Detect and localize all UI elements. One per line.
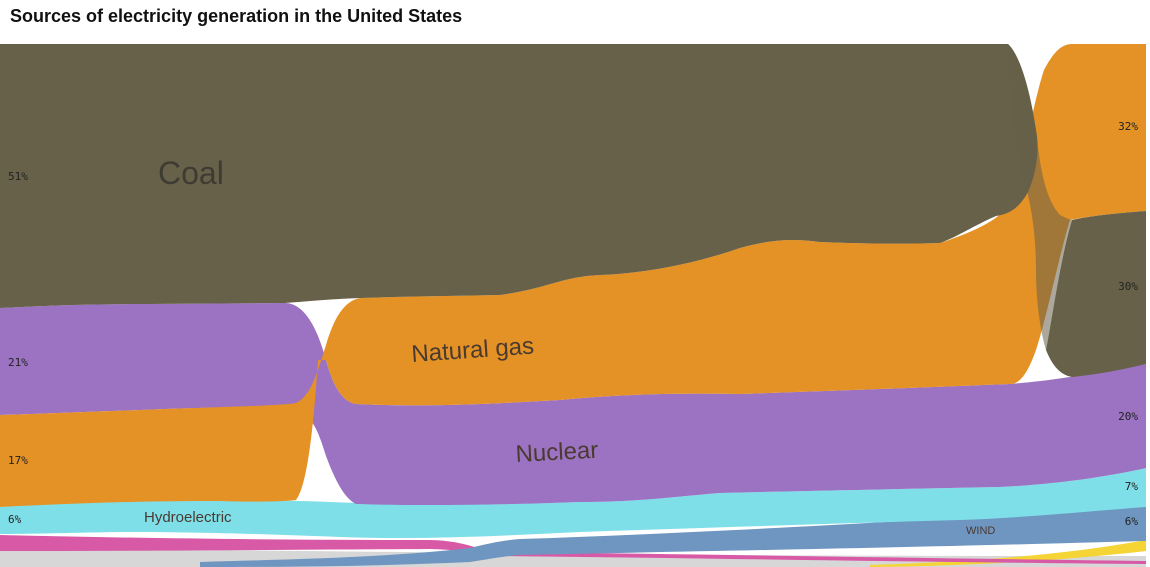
end-label-hydroelectric: 7% bbox=[1125, 480, 1139, 493]
start-label-natural-gas: 17% bbox=[8, 454, 28, 467]
end-label-nuclear: 20% bbox=[1118, 410, 1138, 423]
chart-title: Sources of electricity generation in the… bbox=[10, 6, 463, 26]
series-nuclear-area bbox=[0, 303, 1146, 506]
label-nuclear: Nuclear bbox=[515, 437, 599, 468]
start-label-nuclear: 21% bbox=[8, 356, 28, 369]
end-label-natural-gas: 32% bbox=[1118, 120, 1138, 133]
end-label-coal: 30% bbox=[1118, 280, 1138, 293]
label-wind: WIND bbox=[966, 525, 995, 537]
series-coal-area bbox=[0, 44, 1038, 308]
start-label-hydroelectric: 6% bbox=[8, 513, 22, 526]
start-label-coal: 51% bbox=[8, 170, 28, 183]
series-other-pink-area bbox=[0, 535, 1146, 564]
series-coal-end-area bbox=[1046, 211, 1146, 377]
label-hydroelectric: Hydroelectric bbox=[144, 509, 232, 526]
label-coal: Coal bbox=[158, 155, 224, 191]
series-hydroelectric-area bbox=[0, 468, 1146, 539]
series-natural-gas-area bbox=[0, 44, 1146, 507]
series-coal-crossing bbox=[1008, 44, 1072, 350]
end-label-wind: 6% bbox=[1125, 515, 1139, 528]
